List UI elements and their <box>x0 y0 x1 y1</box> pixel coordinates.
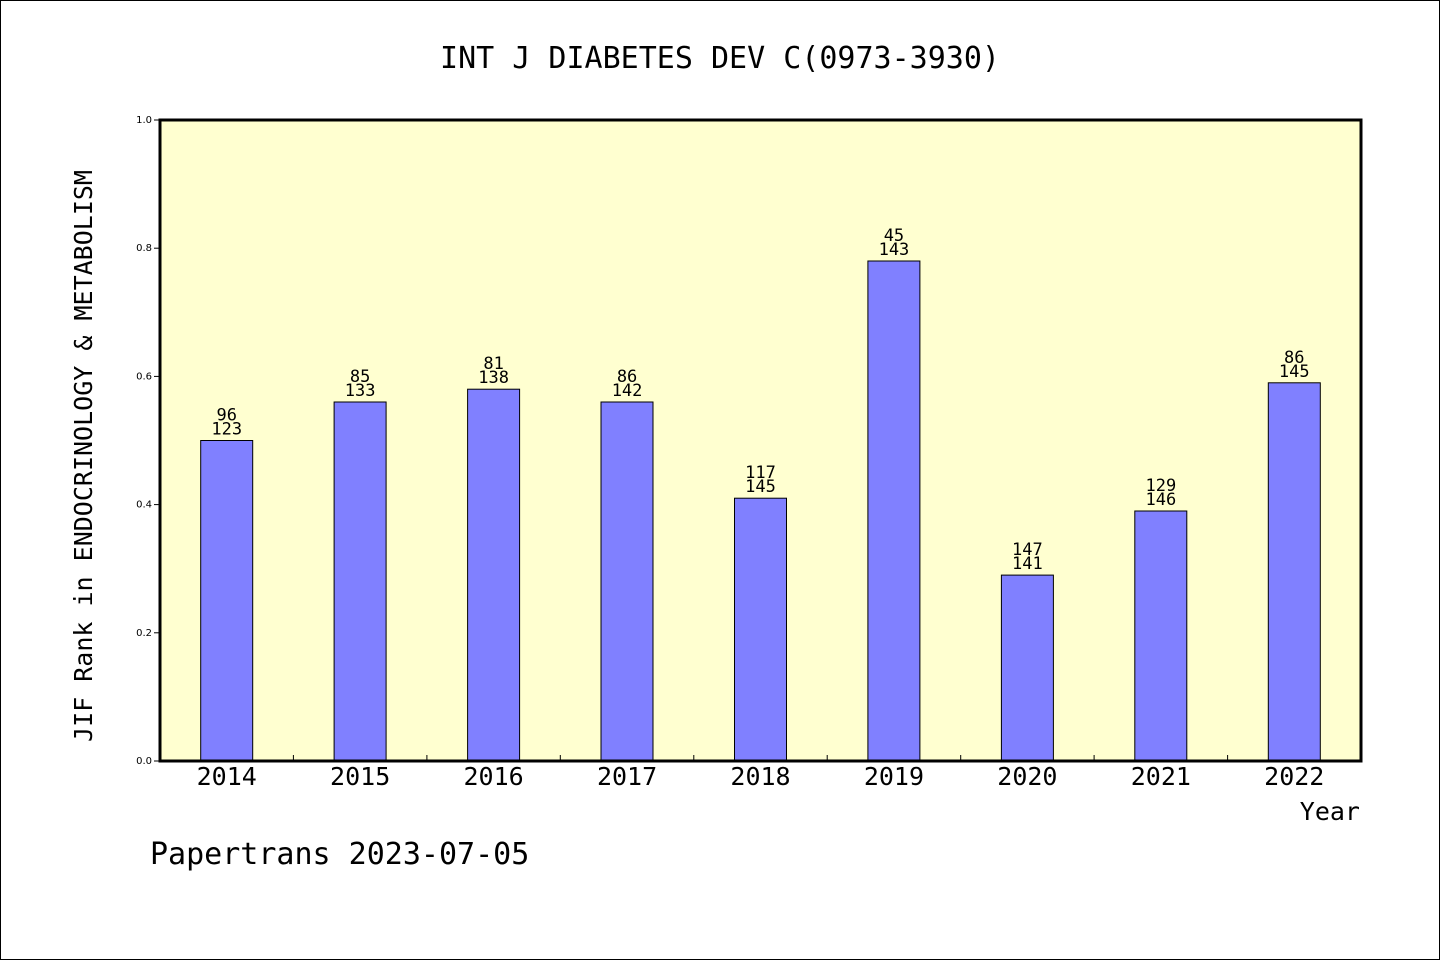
x-tick-label: 2018 <box>730 762 790 791</box>
bar-2018 <box>734 497 787 762</box>
bar-2020 <box>1000 574 1054 762</box>
bar-rank-label: 86 <box>617 367 637 387</box>
x-tick-label: 2019 <box>864 762 924 791</box>
bar-rank-label: 117 <box>745 463 776 483</box>
y-tick-label: 0.4 <box>136 500 152 511</box>
bar-rank-label: 147 <box>1012 540 1043 560</box>
bar-rank-label: 86 <box>1284 348 1304 368</box>
x-tick-label: 2020 <box>997 762 1057 791</box>
bar-2021 <box>1134 510 1188 762</box>
x-tick-label: 2016 <box>464 762 524 791</box>
footer-credit: Papertrans 2023-07-05 <box>150 837 529 872</box>
y-tick-label: 0.2 <box>136 628 152 639</box>
bar-2016 <box>467 388 521 762</box>
plot-border <box>158 118 1363 763</box>
chart-title: INT J DIABETES DEV C(0973-3930) <box>440 41 1000 76</box>
bar-2022 <box>1267 382 1321 762</box>
bar-total-label: 123 <box>211 420 242 440</box>
x-tick-label: 2014 <box>197 762 257 791</box>
y-tick-label: 0.8 <box>136 243 152 254</box>
bar-total-label: 133 <box>345 381 376 401</box>
bar-total-label: 143 <box>879 240 910 260</box>
bar-rank-label: 81 <box>483 354 503 374</box>
y-tick-label: 0.0 <box>136 756 152 767</box>
bar-2015 <box>333 401 387 762</box>
bar-total-label: 142 <box>612 381 643 401</box>
y-tick-label: 1.0 <box>136 115 152 126</box>
bar-total-label: 141 <box>1012 554 1043 574</box>
bar-total-label: 145 <box>745 477 776 497</box>
x-axis-label: Year <box>1300 797 1360 826</box>
bar-rank-label: 45 <box>884 226 904 246</box>
bar-rank-label: 85 <box>350 367 370 387</box>
x-axis: 2014 2015 2016 2017 2018 2019 2020 2021 2022 <box>197 755 1324 791</box>
x-tick-label: 2022 <box>1264 762 1324 791</box>
x-tick-label: 2017 <box>597 762 657 791</box>
bar-2019 <box>867 260 921 762</box>
x-tick-label: 2015 <box>330 762 390 791</box>
y-axis-label: JIF Rank in ENDOCRINOLOGY & METABOLISM <box>69 170 98 742</box>
y-axis: 0.0 0.2 0.4 0.6 0.8 1.0 <box>136 115 160 767</box>
x-tick-label: 2021 <box>1131 762 1191 791</box>
y-tick-label: 0.6 <box>136 371 152 382</box>
bar-2017 <box>600 401 654 762</box>
bars-group <box>200 260 1321 762</box>
bar-2014 <box>200 440 254 762</box>
bar-rank-label: 129 <box>1145 476 1176 496</box>
bar-total-label: 146 <box>1145 490 1176 510</box>
bar-total-label: 138 <box>478 368 509 388</box>
bar-total-label: 145 <box>1279 362 1310 382</box>
bar-rank-label: 96 <box>216 406 236 426</box>
